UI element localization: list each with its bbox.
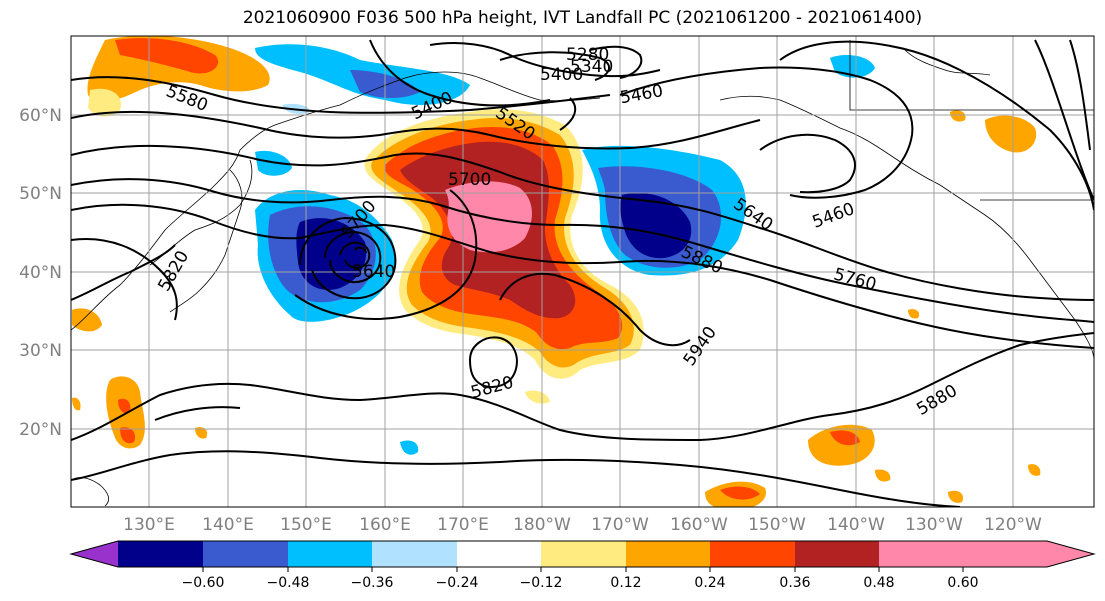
lat-label: 40°N xyxy=(19,263,62,283)
longitude-labels: 130°E 140°E 150°E 160°E 170°E 180°W 170°… xyxy=(123,515,1042,535)
colorbar-bin xyxy=(203,541,288,567)
colorbar-tick-label: 0.48 xyxy=(863,575,894,591)
map-title: 2021060900 F036 500 hPa height, IVT Land… xyxy=(242,8,923,28)
colorbar-tick-label: 0.60 xyxy=(947,575,978,591)
contour-label: 5280 xyxy=(566,45,609,65)
map-content: 5580 5280 5340 5400 5400 5460 5520 5700 … xyxy=(71,36,1094,507)
colorbar-tick-labels: −0.60 −0.48 −0.36 −0.24 −0.12 0.12 0.24 … xyxy=(182,575,979,591)
colorbar-tick-label: 0.36 xyxy=(779,575,810,591)
lon-label: 180°W xyxy=(513,515,571,535)
colorbar-tick-label: −0.60 xyxy=(182,575,225,591)
contour-label: 5700 xyxy=(448,170,491,190)
colorbar-bin xyxy=(372,541,457,567)
colorbar-tick-label: −0.24 xyxy=(436,575,479,591)
colorbar-bin xyxy=(541,541,626,567)
contour-label: 5640 xyxy=(352,262,395,282)
lat-label: 20°N xyxy=(19,420,62,440)
colorbar: −0.60 −0.48 −0.36 −0.24 −0.12 0.12 0.24 … xyxy=(69,540,1096,591)
lon-label: 130°W xyxy=(905,515,963,535)
colorbar-tick-label: −0.36 xyxy=(351,575,394,591)
colorbar-bin xyxy=(710,541,795,567)
colorbar-bin xyxy=(118,541,203,567)
colorbar-bin xyxy=(457,541,541,567)
lon-label: 130°E xyxy=(123,515,175,535)
latitude-labels: 60°N 50°N 40°N 30°N 20°N xyxy=(19,106,62,440)
height-contours xyxy=(71,39,1094,507)
lat-label: 60°N xyxy=(19,106,62,126)
colorbar-tick-label: −0.12 xyxy=(520,575,563,591)
lon-label: 150°W xyxy=(748,515,806,535)
lon-label: 170°E xyxy=(437,515,489,535)
colorbar-ticks xyxy=(202,567,964,572)
map-frame xyxy=(70,35,1095,508)
lat-label: 50°N xyxy=(19,184,62,204)
lat-label: 30°N xyxy=(19,341,62,361)
contour-label: 5400 xyxy=(540,65,583,85)
lon-label: 150°E xyxy=(280,515,332,535)
colorbar-extend-max xyxy=(963,541,1094,567)
lon-label: 140°E xyxy=(202,515,254,535)
colorbar-outline xyxy=(69,540,1096,568)
colorbar-bin xyxy=(879,541,963,567)
graticule xyxy=(71,36,1094,507)
colorbar-bin xyxy=(288,541,372,567)
contour-label: 5340 xyxy=(570,57,613,77)
lon-label: 160°E xyxy=(359,515,411,535)
colorbar-bin xyxy=(626,541,710,567)
lon-label: 160°W xyxy=(670,515,728,535)
colorbar-tick-label: 0.12 xyxy=(610,575,641,591)
lon-label: 120°W xyxy=(984,515,1042,535)
colorbar-bin xyxy=(795,541,879,567)
colorbar-extend-min xyxy=(71,541,118,567)
colorbar-tick-label: 0.24 xyxy=(694,575,725,591)
colorbar-tick-label: −0.48 xyxy=(267,575,310,591)
lon-label: 140°W xyxy=(827,515,885,535)
lon-label: 170°W xyxy=(591,515,649,535)
